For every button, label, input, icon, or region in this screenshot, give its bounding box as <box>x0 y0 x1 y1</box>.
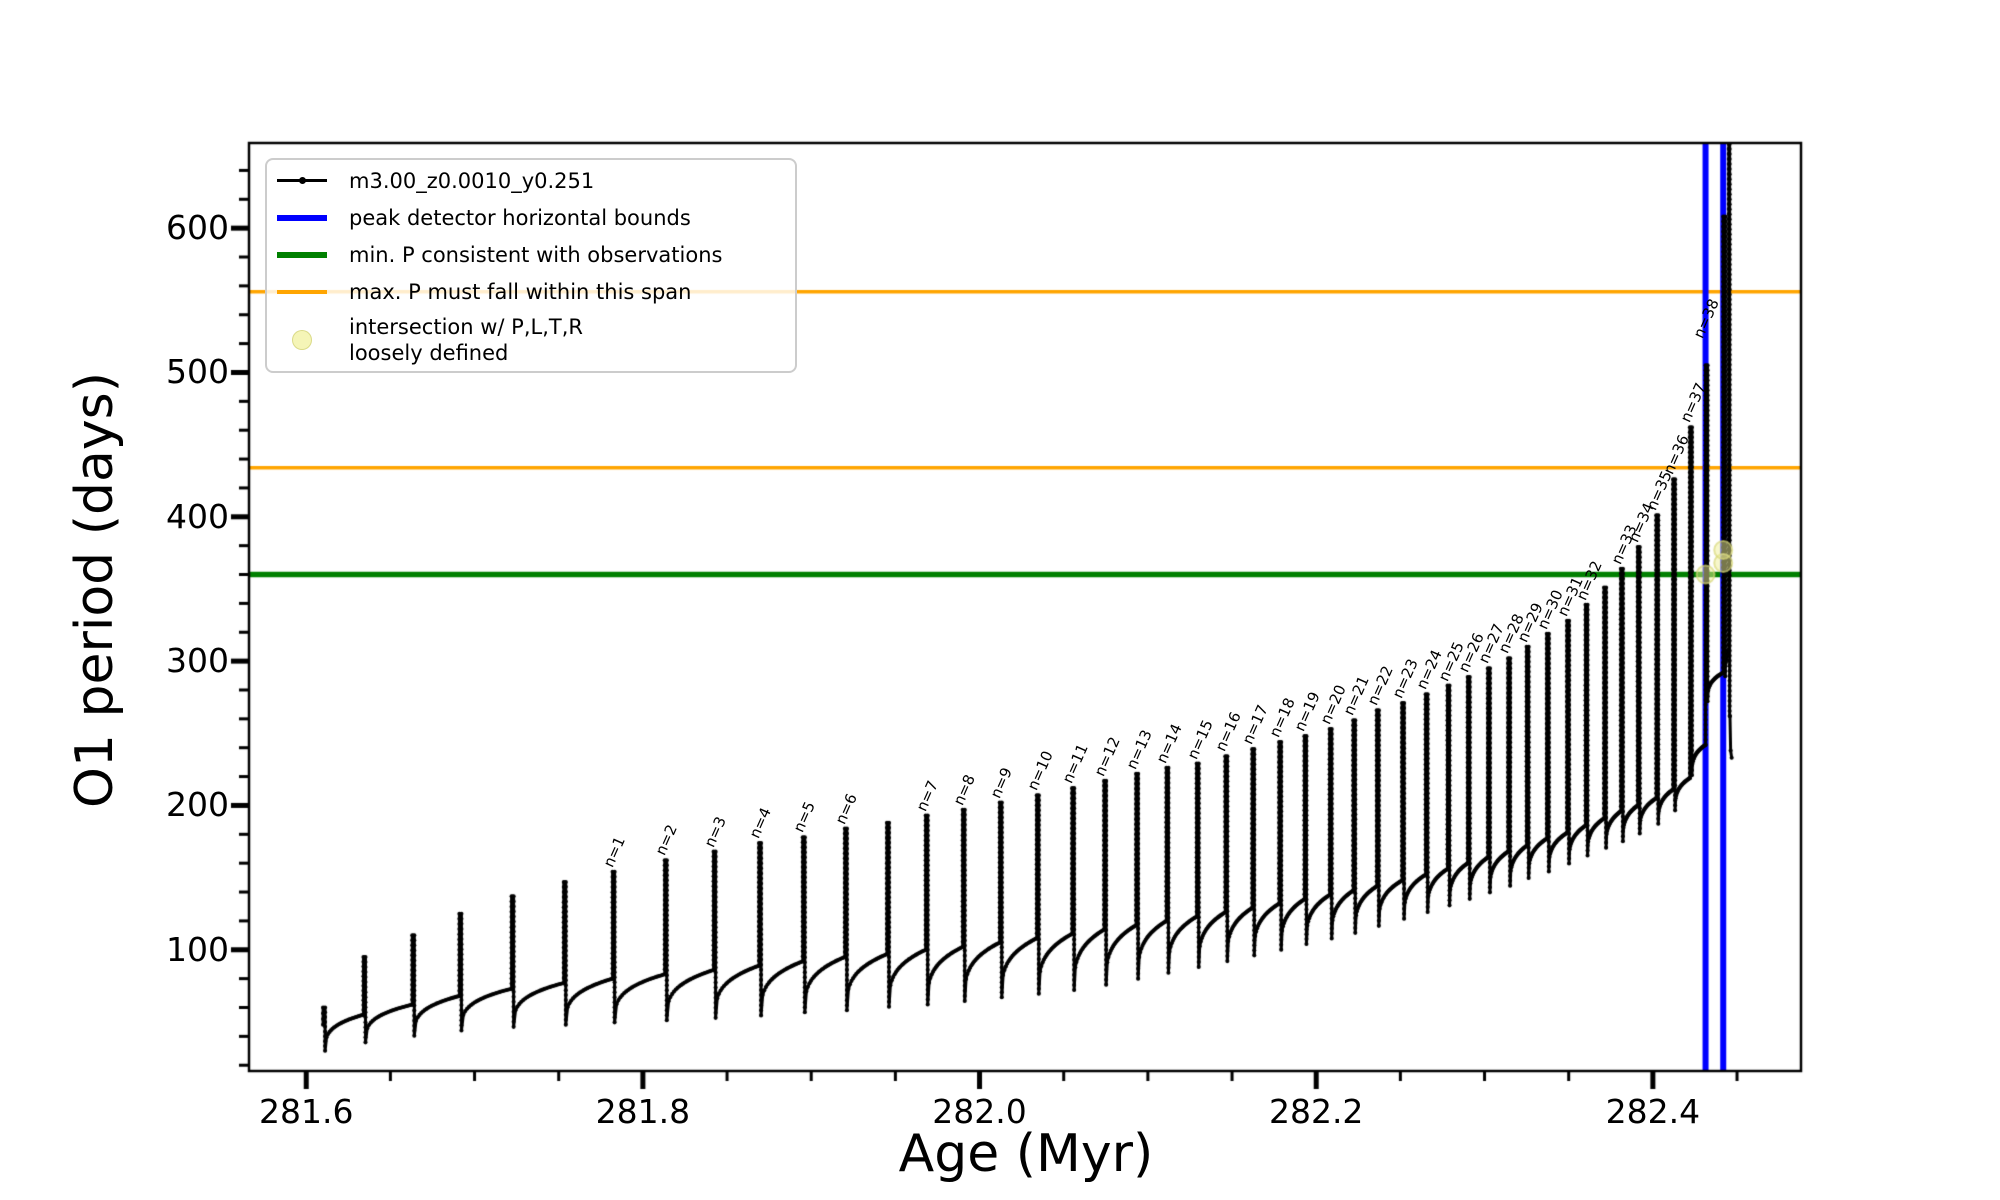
legend-row-min-p: min. P consistent with observations <box>273 236 789 273</box>
x-tick-label: 281.8 <box>595 1092 691 1131</box>
x-axis-label: Age (Myr) <box>898 1124 1154 1184</box>
y-tick-label: 300 <box>166 641 229 681</box>
legend-label-intersection: intersection w/ P,L,T,R loosely defined <box>349 315 583 365</box>
x-tick-label: 282.4 <box>1605 1092 1701 1131</box>
y-tick-label: 200 <box>166 785 229 825</box>
y-tick-label: 600 <box>166 208 229 248</box>
y-tick-label: 500 <box>166 352 229 392</box>
legend-row-max-p: max. P must fall within this span <box>273 273 789 310</box>
green-line-swatch <box>277 251 327 258</box>
orange-line-swatch <box>277 289 327 294</box>
x-tick-label: 281.6 <box>258 1092 354 1131</box>
y-tick-label: 400 <box>166 496 229 536</box>
legend-row-model: m3.00_z0.0010_y0.251 <box>273 162 789 199</box>
blue-line-swatch <box>277 214 327 221</box>
legend-label-max-p: max. P must fall within this span <box>349 279 692 304</box>
legend-label-min-p: min. P consistent with observations <box>349 242 723 267</box>
x-tick-label: 282.2 <box>1268 1092 1364 1131</box>
x-tick-label: 282.0 <box>932 1092 1027 1131</box>
legend-label-peak-bounds: peak detector horizontal bounds <box>349 205 691 230</box>
legend-row-peak-bounds: peak detector horizontal bounds <box>273 199 789 236</box>
y-tick-label: 100 <box>166 929 229 969</box>
marker-dot-icon <box>298 177 306 184</box>
intersection-circle-swatch <box>277 330 327 350</box>
legend-row-intersection: intersection w/ P,L,T,R loosely defined <box>273 310 789 370</box>
y-axis-label: O1 period (days) <box>65 371 125 809</box>
legend-label-model: m3.00_z0.0010_y0.251 <box>349 168 595 193</box>
line-with-dot-swatch <box>277 177 327 184</box>
legend: m3.00_z0.0010_y0.251 peak detector horiz… <box>265 158 797 373</box>
